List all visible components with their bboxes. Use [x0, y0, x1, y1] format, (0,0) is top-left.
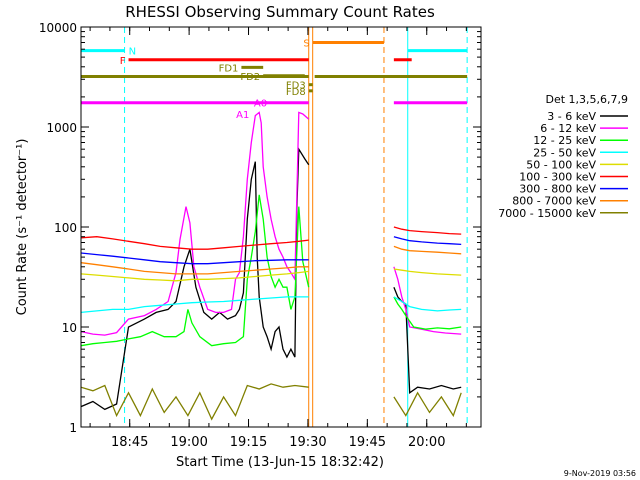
y-tick-label: 10000 [39, 21, 77, 35]
plot-area: NSFFD1FD2FD3FD8A1A0 [81, 27, 468, 427]
series-line [81, 245, 462, 275]
legend-label: 12 - 25 keV [533, 134, 596, 147]
x-tick-label: 18:45 [111, 435, 148, 450]
x-tick-label: 19:30 [289, 435, 326, 450]
state-bar-label: F [120, 56, 126, 67]
legend-label: 3 - 6 keV [547, 110, 596, 123]
y-tick-label: 10 [62, 321, 77, 335]
y-tick-label: 1000 [46, 121, 77, 135]
state-bar-label: FD1 [219, 63, 239, 74]
series-line [81, 111, 462, 336]
legend-label: 7000 - 15000 keV [498, 207, 596, 220]
state-bar-label: N [129, 47, 136, 58]
x-tick-label: 19:45 [349, 435, 386, 450]
x-tick-label: 19:00 [170, 435, 207, 450]
x-tick-label: 19:15 [230, 435, 267, 450]
series-line [81, 296, 462, 314]
series-line [81, 268, 462, 282]
state-bar-label: FD3 [286, 81, 306, 92]
chart-title: RHESSI Observing Summary Count Rates [125, 3, 435, 21]
series-line [81, 147, 462, 411]
legend-label: 50 - 100 keV [526, 158, 596, 171]
y-tick-label: 1 [69, 421, 77, 435]
legend-label: 6 - 12 keV [540, 122, 596, 135]
attenuator-label: A1 [236, 110, 249, 121]
series-line [81, 236, 462, 265]
legend-title: Det 1,3,5,6,7,9 [545, 93, 628, 106]
state-bar-label: FD8 [286, 87, 306, 98]
x-axis-label: Start Time (13-Jun-15 18:32:42) [176, 455, 384, 470]
footer-timestamp: 9-Nov-2019 03:56 [564, 469, 636, 478]
legend-label: 100 - 300 keV [519, 171, 596, 184]
legend-label: 25 - 50 keV [533, 146, 596, 159]
series-line [81, 383, 462, 421]
series-line [81, 194, 462, 347]
state-bar-label: S [303, 38, 309, 49]
y-axis-label: Count Rate (s⁻¹ detector⁻¹) [15, 139, 30, 316]
legend-label: 800 - 7000 keV [512, 195, 596, 208]
legend-label: 300 - 800 keV [519, 183, 596, 196]
axes: 1 10 100 1000 10000 18:45 19:00 19:15 19:30 19:45… [39, 21, 481, 450]
x-tick-label: 20:00 [408, 435, 445, 450]
series-line [81, 226, 462, 250]
attenuator-label: A0 [254, 99, 267, 110]
y-tick-label: 100 [54, 221, 77, 235]
